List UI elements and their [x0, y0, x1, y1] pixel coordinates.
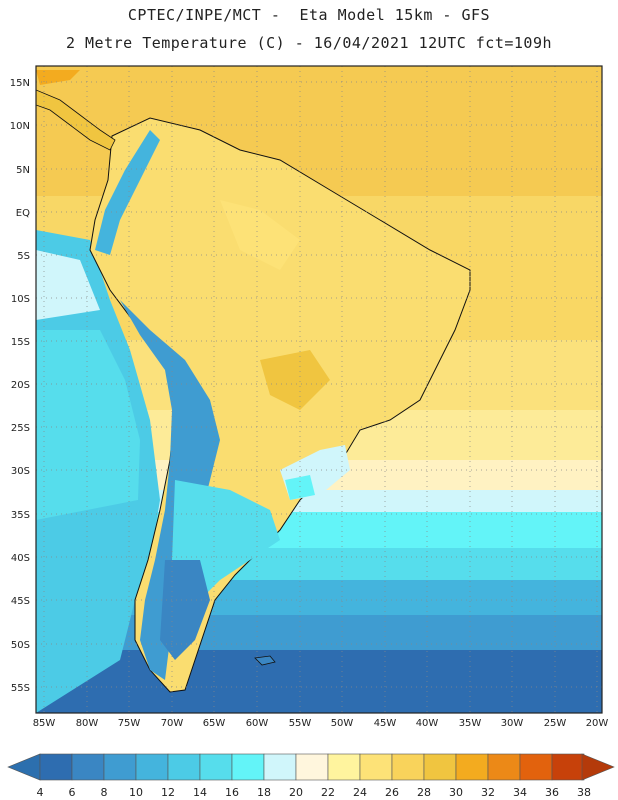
- colorbar-tick-label: 8: [101, 786, 108, 799]
- lon-label: 65W: [203, 718, 226, 729]
- colorbar-tick-label: 26: [385, 786, 399, 799]
- lat-label: 15S: [11, 337, 30, 348]
- colorbar-swatch: [487, 753, 521, 781]
- colorbar-swatch: [391, 753, 425, 781]
- map-title: CPTEC/INPE/MCT - Eta Model 15km - GFS: [127, 6, 491, 24]
- colorbar-tick-label: 34: [513, 786, 527, 799]
- colorbar-swatch: [551, 753, 585, 781]
- colorbar-tick-label: 38: [577, 786, 591, 799]
- lat-label: 10S: [11, 294, 30, 305]
- colorbar-tick-label: 32: [481, 786, 495, 799]
- colorbar-swatch: [263, 753, 297, 781]
- colorbar-swatch: [199, 753, 233, 781]
- lat-label: 5S: [17, 251, 30, 262]
- lat-label: 50S: [11, 640, 30, 651]
- lon-label: 35W: [459, 718, 482, 729]
- colorbar-tick-label: 28: [417, 786, 431, 799]
- temperature-field: [36, 66, 602, 713]
- colorbar-swatch: [295, 753, 329, 781]
- colorbar-tick-label: 4: [37, 786, 44, 799]
- colorbar-tick-label: 36: [545, 786, 559, 799]
- lat-label: 40S: [11, 553, 30, 564]
- colorbar-swatch: [327, 753, 361, 781]
- map-frame: [35, 65, 603, 714]
- lon-label: 85W: [33, 718, 56, 729]
- lon-label: 40W: [416, 718, 439, 729]
- colorbar-tick-label: 30: [449, 786, 463, 799]
- colorbar-tick-label: 22: [321, 786, 335, 799]
- lon-label: 20W: [586, 718, 609, 729]
- lat-label: 45S: [11, 596, 30, 607]
- colorbar-swatch: [71, 753, 105, 781]
- colorbar: [7, 753, 615, 781]
- colorbar-swatch: [231, 753, 265, 781]
- latitude-labels: 15N 10N 5N EQ 5S 10S 15S 20S 25S 30S 35S…: [10, 78, 30, 694]
- colorbar-tick-label: 10: [129, 786, 143, 799]
- colorbar-labels: 4 6 8 10 12 14 16 18 20 22 24 26 28 30 3…: [37, 786, 592, 799]
- colorbar-swatch: [103, 753, 137, 781]
- colorbar-tick-label: 24: [353, 786, 367, 799]
- colorbar-swatch: [455, 753, 489, 781]
- colorbar-tick-label: 6: [69, 786, 76, 799]
- lon-label: 60W: [246, 718, 269, 729]
- lon-label: 30W: [501, 718, 524, 729]
- lat-label: EQ: [16, 208, 30, 219]
- longitude-labels: 85W 80W 75W 70W 65W 60W 55W 50W 45W 40W …: [33, 718, 609, 729]
- lon-label: 75W: [118, 718, 141, 729]
- lat-label: 10N: [10, 121, 30, 132]
- lon-label: 25W: [544, 718, 567, 729]
- colorbar-swatch: [39, 753, 73, 781]
- colorbar-tick-label: 12: [161, 786, 175, 799]
- colorbar-tick-label: 20: [289, 786, 303, 799]
- lat-label: 35S: [11, 510, 30, 521]
- lat-label: 15N: [10, 78, 30, 89]
- colorbar-swatch: [359, 753, 393, 781]
- lon-label: 55W: [289, 718, 312, 729]
- colorbar-swatch: [167, 753, 201, 781]
- colorbar-swatch: [423, 753, 457, 781]
- lat-label: 5N: [16, 165, 30, 176]
- lat-label: 25S: [11, 423, 30, 434]
- colorbar-swatch: [135, 753, 169, 781]
- colorbar-low-arrow: [7, 753, 41, 781]
- colorbar-swatch: [519, 753, 553, 781]
- lon-label: 45W: [374, 718, 397, 729]
- colorbar-swatches: [39, 753, 585, 781]
- lon-label: 50W: [331, 718, 354, 729]
- colorbar-tick-label: 16: [225, 786, 239, 799]
- lat-label: 20S: [11, 380, 30, 391]
- lon-label: 80W: [76, 718, 99, 729]
- lat-label: 30S: [11, 466, 30, 477]
- colorbar-tick-label: 18: [257, 786, 271, 799]
- map-subtitle: 2 Metre Temperature (C) - 16/04/2021 12U…: [65, 34, 553, 52]
- colorbar-tick-label: 14: [193, 786, 207, 799]
- lon-label: 70W: [161, 718, 184, 729]
- lat-label: 55S: [11, 683, 30, 694]
- colorbar-high-arrow: [581, 753, 615, 781]
